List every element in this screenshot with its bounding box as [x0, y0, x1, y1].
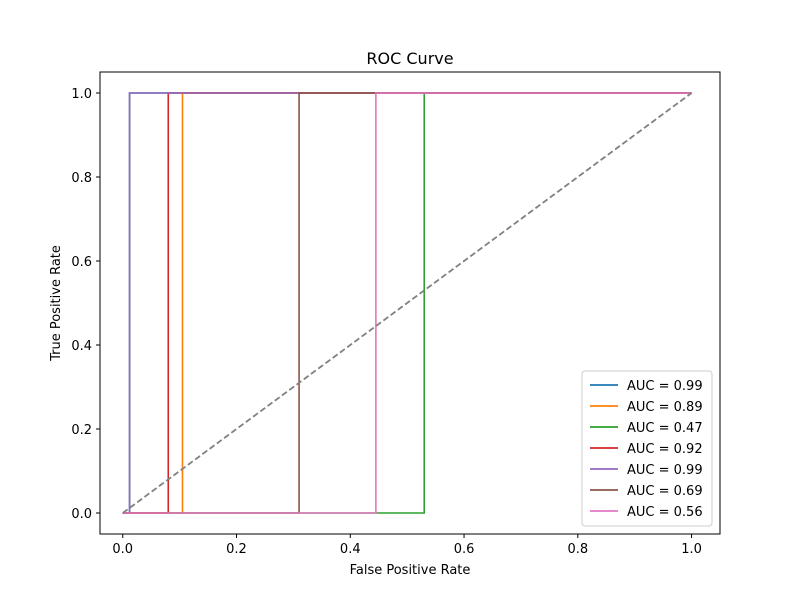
chance-reference-line — [122, 92, 693, 514]
legend-entry-5: AUC = 0.99 — [627, 463, 703, 478]
x-tick-label: 0.6 — [454, 542, 475, 557]
legend-entry-6: AUC = 0.69 — [627, 484, 703, 499]
legend-box — [581, 370, 713, 527]
roc-series-line-7 — [122, 92, 692, 514]
y-tick-label: 0.4 — [71, 339, 92, 354]
y-tick-label: 0.2 — [71, 423, 92, 438]
plot-area — [122, 92, 693, 514]
legend-entry-4: AUC = 0.92 — [627, 442, 703, 457]
y-tick-label: 0.8 — [71, 171, 92, 186]
legend-entry-1: AUC = 0.99 — [627, 379, 703, 394]
legend-entry-2: AUC = 0.89 — [627, 400, 703, 415]
x-tick-label: 0.4 — [340, 542, 361, 557]
y-tick-label: 1.0 — [71, 87, 92, 102]
y-axis: 0.0 0.2 0.4 0.6 0.8 1.0 — [71, 87, 100, 522]
y-axis-label: True Positive Rate — [49, 245, 64, 362]
legend: AUC = 0.99 AUC = 0.89 AUC = 0.47 AUC = 0.92… — [581, 370, 713, 527]
legend-entry-7: AUC = 0.56 — [627, 505, 703, 520]
y-tick-label: 0.6 — [71, 255, 92, 270]
x-tick-label: 0.8 — [567, 542, 588, 557]
chart-title: ROC Curve — [366, 49, 453, 68]
x-tick-label: 0.0 — [112, 542, 133, 557]
y-tick-label: 0.0 — [71, 507, 92, 522]
axes-frame — [99, 71, 721, 535]
x-tick-label: 0.2 — [226, 542, 247, 557]
x-tick-label: 1.0 — [681, 542, 702, 557]
legend-entry-3: AUC = 0.47 — [627, 421, 703, 436]
x-axis-label: False Positive Rate — [350, 563, 471, 578]
x-axis: 0.0 0.2 0.4 0.6 0.8 1.0 — [112, 534, 702, 557]
